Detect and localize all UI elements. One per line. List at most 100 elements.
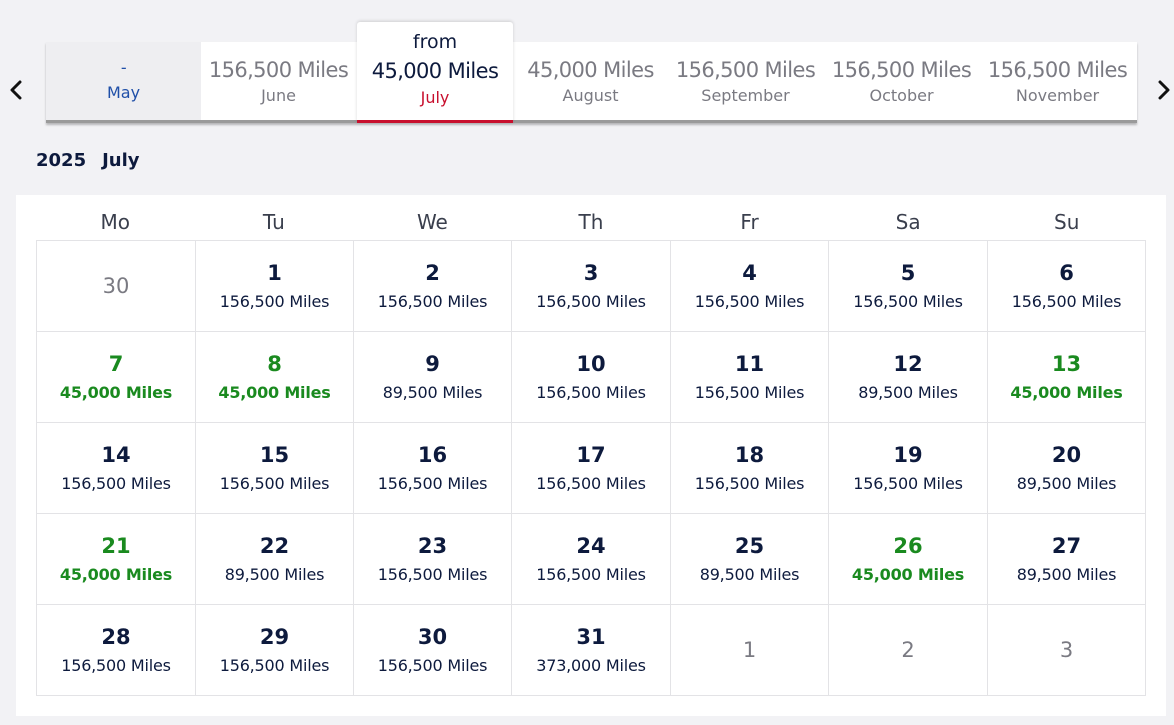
day-number: 29: [259, 624, 290, 649]
day-number: 1: [742, 638, 757, 662]
month-name: September: [701, 85, 790, 105]
day-miles-price: 89,500 Miles: [699, 564, 800, 584]
day-cell[interactable]: 6 156,500 Miles: [988, 241, 1146, 332]
day-cell[interactable]: 29 156,500 Miles: [196, 605, 354, 696]
day-miles-price: 156,500 Miles: [694, 473, 805, 493]
day-cell[interactable]: 15 156,500 Miles: [196, 423, 354, 514]
heading-month: July: [102, 150, 140, 171]
day-cell[interactable]: 19 156,500 Miles: [829, 423, 988, 514]
month-price: -: [120, 57, 127, 77]
month-price: 156,500 Miles: [831, 57, 972, 82]
day-miles-price: 89,500 Miles: [224, 564, 325, 584]
day-miles-price: 156,500 Miles: [536, 564, 646, 584]
day-cell[interactable]: 26 45,000 Miles: [829, 514, 988, 605]
day-cell[interactable]: 28 156,500 Miles: [37, 605, 196, 696]
day-cell[interactable]: 22 89,500 Miles: [196, 514, 354, 605]
day-cell[interactable]: 14 156,500 Miles: [37, 423, 196, 514]
month-price: 45,000 Miles: [527, 57, 654, 82]
day-cell[interactable]: 10 156,500 Miles: [512, 332, 671, 423]
day-miles-price: 45,000 Miles: [851, 564, 965, 584]
day-miles-price: 156,500 Miles: [377, 564, 488, 584]
day-number: 8: [267, 351, 282, 376]
month-tab-august[interactable]: 45,000 Miles August: [513, 42, 668, 120]
weekday-label: We: [416, 210, 448, 234]
day-miles-price: 156,500 Miles: [536, 473, 646, 493]
weekday-label: Tu: [262, 210, 285, 234]
day-cell[interactable]: 20 89,500 Miles: [988, 423, 1146, 514]
day-miles-price: 156,500 Miles: [61, 473, 171, 493]
day-number: 23: [417, 533, 448, 558]
day-cell[interactable]: 8 45,000 Miles: [196, 332, 354, 423]
month-tab-july[interactable]: from 45,000 Miles July: [357, 22, 513, 123]
month-price: 156,500 Miles: [987, 57, 1128, 82]
day-cell[interactable]: 5 156,500 Miles: [829, 241, 988, 332]
day-miles-price: 45,000 Miles: [59, 564, 173, 584]
day-cell[interactable]: 17 156,500 Miles: [512, 423, 671, 514]
day-miles-price: 89,500 Miles: [1016, 473, 1117, 493]
month-name: November: [1015, 85, 1100, 105]
month-name: August: [562, 85, 619, 105]
day-number: 7: [108, 351, 124, 376]
day-miles-price: 156,500 Miles: [536, 291, 646, 311]
day-cell[interactable]: 4 156,500 Miles: [671, 241, 829, 332]
previous-months-button[interactable]: [4, 72, 28, 108]
next-months-button[interactable]: [1152, 72, 1174, 108]
day-cell[interactable]: 25 89,500 Miles: [671, 514, 829, 605]
day-miles-price: 156,500 Miles: [853, 291, 963, 311]
day-cell[interactable]: 18 156,500 Miles: [671, 423, 829, 514]
month-name: June: [261, 85, 296, 105]
weekday-header: Mo Tu We Th Fr Sa Su: [36, 205, 1146, 240]
month-tab-october[interactable]: 156,500 Miles October: [824, 42, 979, 120]
day-miles-price: 373,000 Miles: [536, 655, 646, 675]
weekday-label: Sa: [895, 210, 921, 234]
day-number: 13: [1051, 351, 1082, 376]
month-name: October: [869, 85, 934, 105]
month-name: May: [106, 82, 141, 102]
day-cell[interactable]: 1 156,500 Miles: [196, 241, 354, 332]
day-cell[interactable]: 21 45,000 Miles: [37, 514, 196, 605]
day-number: 6: [1059, 260, 1074, 285]
chevron-left-icon: [10, 80, 22, 100]
day-cell[interactable]: 12 89,500 Miles: [829, 332, 988, 423]
day-number: 27: [1051, 533, 1082, 558]
day-miles-price: 156,500 Miles: [377, 291, 488, 311]
calendar: Mo Tu We Th Fr Sa Su 30 1 156,500 Miles 2 15…: [16, 195, 1166, 716]
day-number: 9: [425, 351, 440, 376]
day-number: 3: [1059, 638, 1074, 662]
day-miles-price: 156,500 Miles: [219, 473, 330, 493]
month-tab-november[interactable]: 156,500 Miles November: [980, 42, 1135, 120]
day-cell-outside-month: 3: [988, 605, 1146, 696]
chevron-right-icon: [1158, 80, 1170, 100]
day-number: 31: [576, 624, 606, 649]
day-cell[interactable]: 2 156,500 Miles: [354, 241, 512, 332]
day-number: 18: [734, 442, 765, 467]
day-number: 16: [417, 442, 448, 467]
day-number: 10: [576, 351, 606, 376]
day-number: 3: [583, 260, 599, 285]
day-miles-price: 156,500 Miles: [694, 382, 805, 402]
heading-year: 2025: [36, 150, 87, 171]
day-number: 30: [102, 274, 130, 298]
day-cell[interactable]: 11 156,500 Miles: [671, 332, 829, 423]
day-miles-price: 156,500 Miles: [1011, 291, 1122, 311]
day-number: 2: [901, 638, 915, 662]
calendar-heading: 2025 July: [36, 150, 140, 171]
day-cell[interactable]: 13 45,000 Miles: [988, 332, 1146, 423]
day-cell[interactable]: 9 89,500 Miles: [354, 332, 512, 423]
day-number: 4: [742, 260, 757, 285]
month-tab-september[interactable]: 156,500 Miles September: [668, 42, 823, 120]
day-cell[interactable]: 31 373,000 Miles: [512, 605, 671, 696]
weekday-label: Fr: [740, 210, 759, 234]
day-cell[interactable]: 7 45,000 Miles: [37, 332, 196, 423]
day-cell[interactable]: 24 156,500 Miles: [512, 514, 671, 605]
weekday-label: Su: [1054, 210, 1080, 234]
day-cell[interactable]: 3 156,500 Miles: [512, 241, 671, 332]
day-number: 19: [893, 442, 923, 467]
day-cell[interactable]: 23 156,500 Miles: [354, 514, 512, 605]
month-tab-june[interactable]: 156,500 Miles June: [201, 42, 356, 120]
day-cell[interactable]: 30 156,500 Miles: [354, 605, 512, 696]
month-price: 156,500 Miles: [208, 57, 349, 82]
month-tab-may: - May: [46, 42, 201, 120]
day-cell[interactable]: 27 89,500 Miles: [988, 514, 1146, 605]
day-cell[interactable]: 16 156,500 Miles: [354, 423, 512, 514]
